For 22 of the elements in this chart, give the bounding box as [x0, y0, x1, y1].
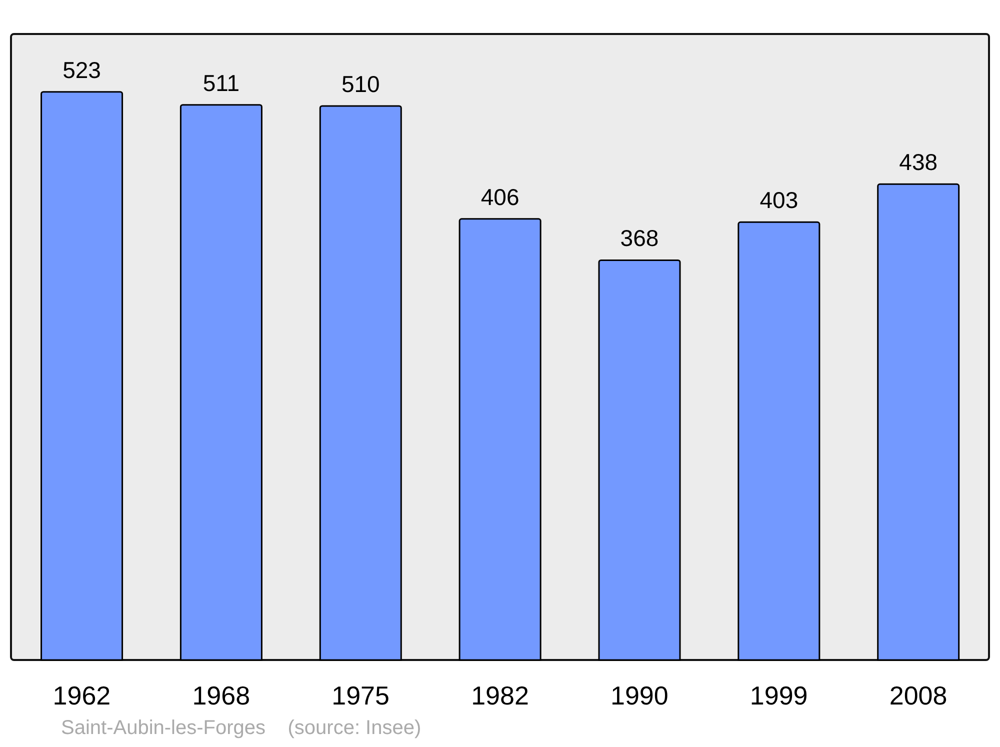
data-label: 406 [480, 184, 520, 210]
bar [738, 221, 820, 661]
data-label: 438 [899, 149, 938, 176]
data-label: 403 [760, 187, 798, 214]
x-tick-label: 1990 [610, 680, 668, 710]
data-label: 368 [620, 225, 659, 252]
data-label: 511 [202, 70, 240, 96]
x-tick-label: 1968 [192, 680, 250, 710]
x-tick-label: 1982 [471, 680, 529, 710]
data-label: 510 [341, 70, 380, 97]
text: Saint-Aubin-les-Forges (source: Insee) [61, 717, 422, 740]
x-tick-label: 1999 [750, 680, 808, 710]
bar [598, 259, 681, 661]
bar [319, 105, 402, 661]
x-tick-label: 2008 [889, 680, 948, 710]
bar [40, 91, 124, 661]
bar [877, 183, 960, 661]
bar [180, 104, 262, 661]
bar [458, 218, 542, 661]
x-tick-label: 1975 [332, 680, 390, 710]
data-label: 523 [62, 56, 101, 83]
x-tick-label: 1962 [52, 680, 111, 710]
